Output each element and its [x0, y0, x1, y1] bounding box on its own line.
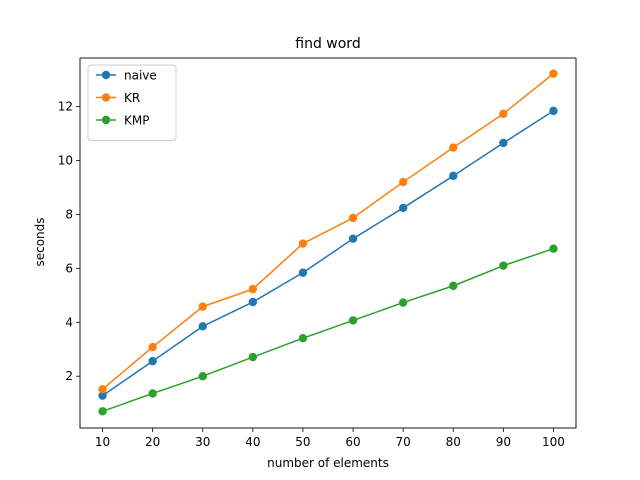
data-point-naive	[98, 391, 107, 400]
y-tick-label: 6	[65, 261, 73, 275]
data-point-kmp	[348, 316, 358, 325]
series-line-kmp	[102, 247, 554, 412]
data-point-naive	[549, 106, 558, 116]
data-point-kr	[348, 213, 358, 223]
legend-marker-naive	[101, 70, 111, 80]
y-tick-label: 4	[65, 315, 73, 329]
data-point-kmp	[298, 333, 308, 343]
data-point-kmp	[248, 352, 258, 362]
legend-box	[87, 64, 177, 141]
data-point-kr	[449, 143, 458, 152]
data-point-kr	[398, 177, 408, 187]
data-point-kmp	[549, 244, 558, 253]
chart-title: find word	[295, 36, 360, 52]
legend-label-naive: naive	[124, 69, 157, 83]
data-point-kmp	[198, 372, 207, 381]
y-tick-label: 8	[65, 207, 73, 221]
data-point-kmp	[98, 407, 107, 416]
x-tick-label: 90	[496, 435, 511, 449]
x-tick-label: 100	[542, 435, 565, 449]
data-point-kr	[248, 284, 258, 294]
data-point-naive	[248, 297, 258, 307]
data-point-naive	[398, 203, 408, 213]
y-tick-label: 12	[58, 100, 73, 114]
data-point-kmp	[148, 389, 157, 398]
series-line-naive	[102, 110, 554, 397]
data-point-naive	[148, 356, 157, 366]
x-tick-label: 60	[345, 435, 360, 449]
data-point-kr	[148, 342, 157, 352]
y-tick-label: 2	[65, 369, 73, 383]
plot-area: 10 20 30 40 50 60 70 80 90 100 2 4 6 8 10 12	[58, 69, 565, 449]
data-point-naive	[298, 268, 308, 277]
data-point-naive	[348, 234, 358, 243]
legend-marker-kmp	[101, 115, 111, 125]
x-tick-label: 50	[295, 435, 310, 449]
data-point-kmp	[449, 281, 458, 291]
x-tick-label: 40	[245, 435, 260, 449]
data-point-kmp	[499, 261, 508, 270]
data-point-naive	[449, 171, 458, 181]
data-point-kr	[298, 239, 308, 248]
x-tick-label: 30	[195, 435, 210, 449]
legend-marker-kr	[101, 93, 111, 102]
series-line-kr	[102, 73, 554, 390]
data-point-naive	[198, 322, 207, 331]
data-point-kr	[549, 69, 558, 78]
y-tick-label: 10	[58, 153, 73, 167]
plot-frame	[79, 57, 577, 429]
data-point-kr	[98, 384, 107, 394]
legend-label-kr: KR	[124, 91, 140, 105]
legend: naive KR KMP	[87, 64, 177, 141]
data-point-kr	[499, 109, 508, 119]
data-point-naive	[499, 138, 508, 148]
data-point-kr	[198, 302, 207, 311]
legend-label-kmp: KMP	[124, 114, 149, 128]
y-axis-label: seconds	[33, 217, 47, 266]
x-tick-label: 20	[145, 435, 160, 449]
x-tick-label: 70	[396, 435, 411, 449]
x-tick-label: 10	[95, 435, 110, 449]
x-tick-label: 80	[446, 435, 461, 449]
data-point-kmp	[398, 298, 408, 307]
x-axis-label: number of elements	[267, 456, 389, 470]
